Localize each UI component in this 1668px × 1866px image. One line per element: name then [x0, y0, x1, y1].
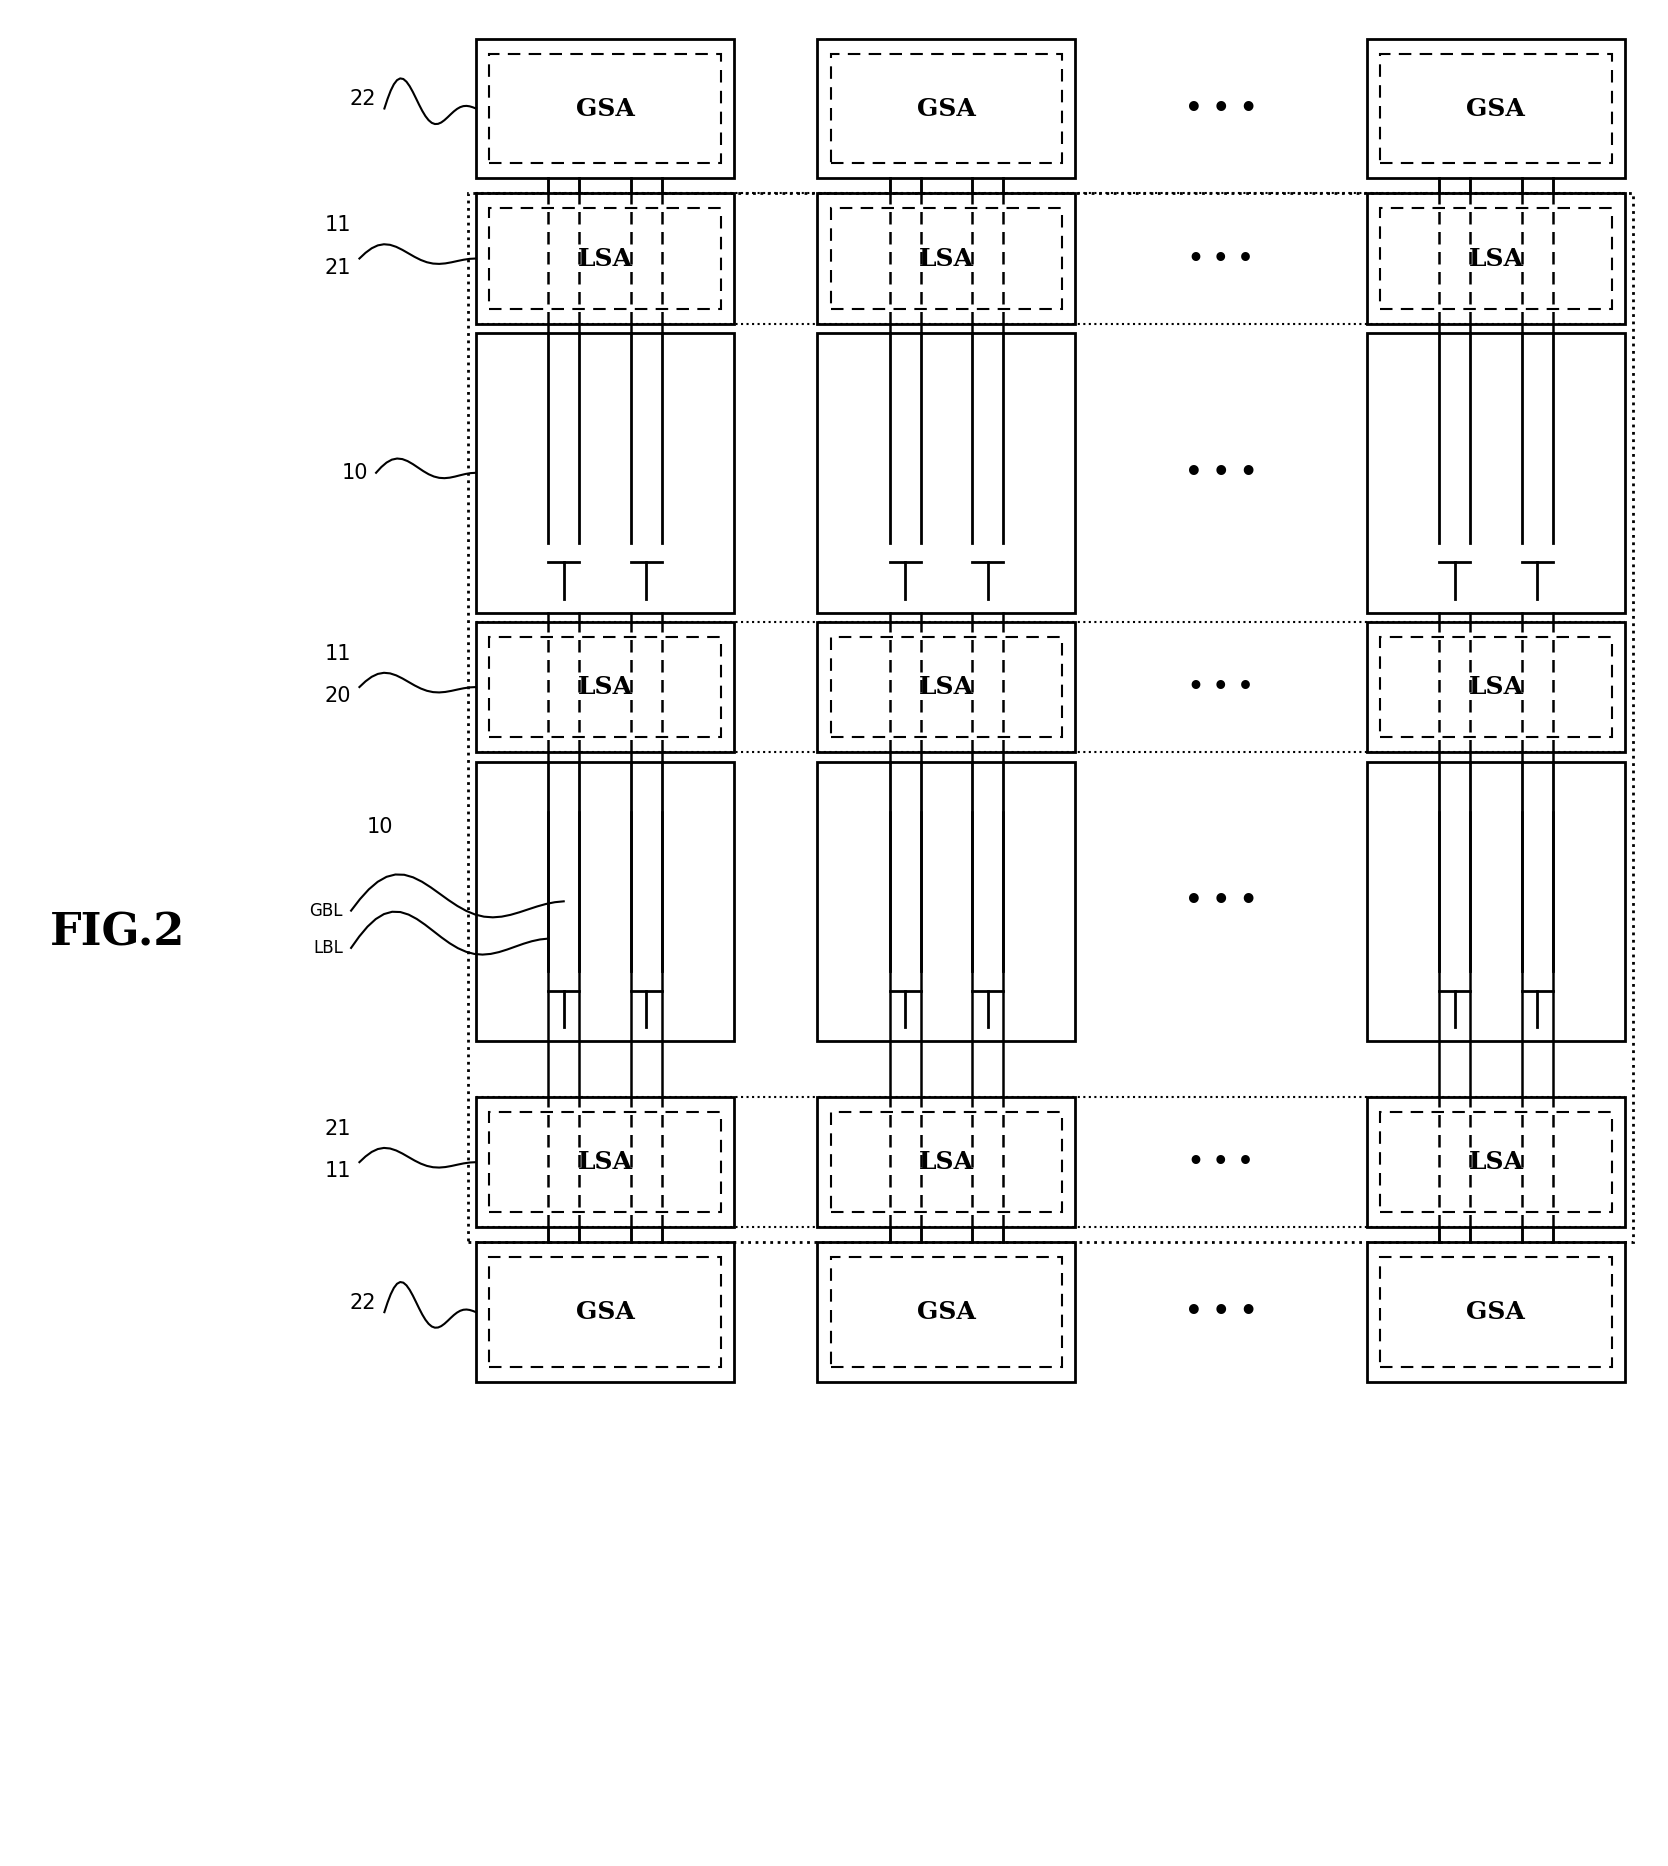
Text: • • •: • • • [1184, 888, 1258, 916]
Text: 10: 10 [367, 817, 392, 836]
Text: LSA: LSA [1468, 246, 1523, 271]
Text: • • •: • • • [1184, 95, 1258, 123]
Text: LSA: LSA [919, 1149, 974, 1174]
Text: 22: 22 [350, 90, 375, 110]
Text: 11: 11 [325, 644, 350, 664]
Text: • • •: • • • [1184, 1299, 1258, 1327]
Text: 20: 20 [325, 687, 350, 707]
Text: GSA: GSA [1466, 1301, 1525, 1325]
Text: LSA: LSA [919, 675, 974, 700]
Text: FIG.2: FIG.2 [50, 911, 185, 955]
Text: 10: 10 [342, 463, 367, 483]
Text: • • •: • • • [1188, 246, 1254, 271]
Text: GSA: GSA [575, 1301, 634, 1325]
Text: LSA: LSA [1468, 675, 1523, 700]
Text: GSA: GSA [1466, 97, 1525, 121]
Text: • • •: • • • [1188, 1149, 1254, 1174]
Text: GSA: GSA [917, 1301, 976, 1325]
Text: 21: 21 [325, 258, 350, 278]
Text: GBL: GBL [309, 901, 342, 920]
Text: • • •: • • • [1188, 675, 1254, 700]
Text: LSA: LSA [577, 1149, 632, 1174]
Text: LSA: LSA [919, 246, 974, 271]
Text: LSA: LSA [1468, 1149, 1523, 1174]
Text: LSA: LSA [577, 246, 632, 271]
Text: 22: 22 [350, 1293, 375, 1314]
Text: 11: 11 [325, 1161, 350, 1181]
Text: GSA: GSA [917, 97, 976, 121]
Text: GSA: GSA [575, 97, 634, 121]
Text: 21: 21 [325, 1118, 350, 1138]
Text: • • •: • • • [1184, 459, 1258, 487]
Text: LBL: LBL [314, 939, 342, 957]
Text: 11: 11 [325, 215, 350, 235]
Text: LSA: LSA [577, 675, 632, 700]
